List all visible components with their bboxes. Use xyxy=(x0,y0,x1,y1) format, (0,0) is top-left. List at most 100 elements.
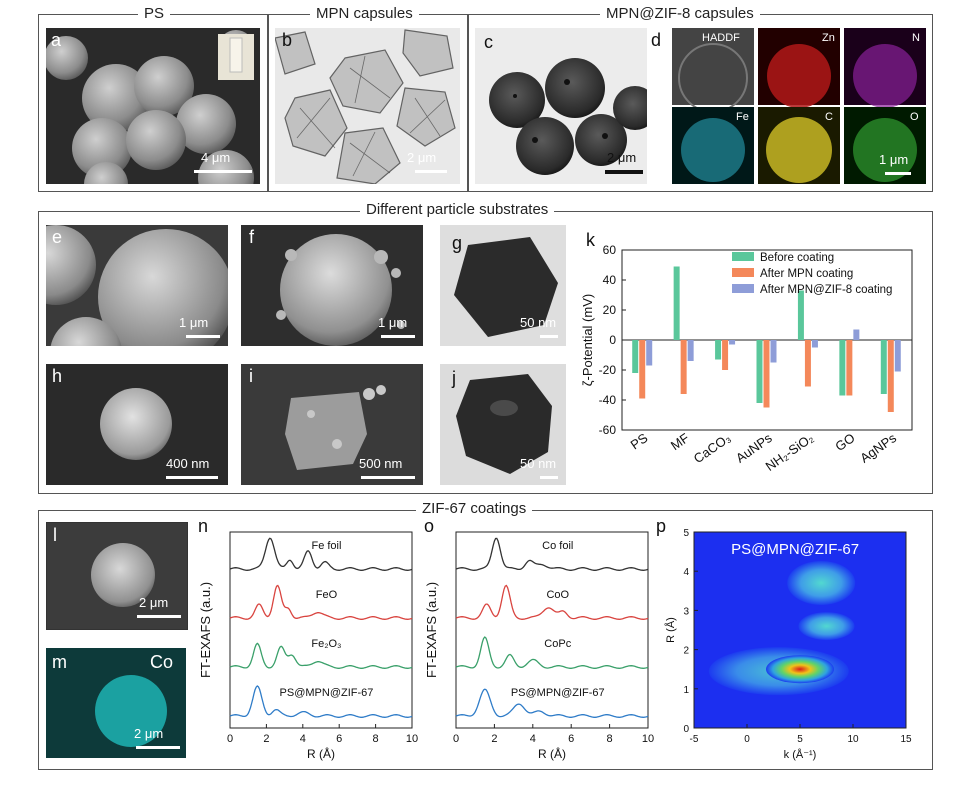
exafs-xtick-label: 8 xyxy=(607,733,613,745)
exafs-xtick-label: 10 xyxy=(406,733,418,745)
exafs-curve-label: Fe foil xyxy=(311,540,341,552)
panel-b-label: b xyxy=(282,30,293,50)
exafs-curve xyxy=(229,642,413,669)
k-bar xyxy=(673,266,680,340)
heatmap-ytick-label: 4 xyxy=(683,567,689,578)
exafs-curve xyxy=(229,584,413,620)
k-bar xyxy=(887,340,894,412)
panel-a-sem-image: a 4 μm xyxy=(46,28,260,184)
panel-b-tem-image: b 2 μm xyxy=(275,28,460,184)
heatmap-ytick-label: 2 xyxy=(683,646,689,657)
exafs-curve-label: Co foil xyxy=(542,540,573,552)
exafs-frame xyxy=(455,531,649,729)
panel-g-graphic xyxy=(440,225,566,346)
heatmap-ytick-label: 5 xyxy=(683,528,689,539)
k-ytick-label: 0 xyxy=(609,333,616,347)
panel-f-sem-image: f 1 μm xyxy=(241,225,423,346)
exafs-curve-label: PS@MPN@ZIF-67 xyxy=(280,687,374,699)
panel-g-tem-image: g 50 nm xyxy=(440,225,566,346)
k-legend-label: After MPN@ZIF-8 coating xyxy=(760,284,892,296)
heatmap-ytick-label: 1 xyxy=(683,685,689,696)
panel-b-graphic xyxy=(275,28,460,184)
k-bar xyxy=(756,340,763,403)
k-bar xyxy=(715,340,722,360)
panel-m-element-label: Co xyxy=(150,652,174,672)
k-bar xyxy=(880,340,887,394)
heatmap-lobe xyxy=(787,560,856,605)
exafs-curve xyxy=(455,584,649,620)
k-ytick-label: -20 xyxy=(599,363,617,377)
fe-exafs-chart: 0 2 4 6 8 10 R (Å) FT-EXAFS (a.u.) Fe foil FeO Fe₂… xyxy=(198,531,418,761)
panel-o-label: o xyxy=(424,516,435,536)
panel-g-scale-label: 50 nm xyxy=(520,315,557,330)
panel-e-scale-label: 1 μm xyxy=(179,315,209,330)
exafs-ylabel: FT-EXAFS (a.u.) xyxy=(198,582,213,678)
panel-p-label: p xyxy=(656,516,667,536)
panel-j-graphic xyxy=(440,364,566,485)
k-bar xyxy=(894,340,901,372)
exafs-curve xyxy=(455,688,649,718)
panel-g-scale-bar xyxy=(540,335,558,338)
k-bar xyxy=(632,340,639,373)
map-label-zn: Zn xyxy=(822,32,835,44)
panel-a-label: a xyxy=(51,30,62,50)
exafs-xtick-label: 6 xyxy=(336,733,342,745)
panel-a-scale-bar xyxy=(194,170,252,173)
panel-h-scale-bar xyxy=(166,476,218,479)
k-legend-label: Before coating xyxy=(760,252,834,264)
exafs-curve xyxy=(455,636,649,669)
k-bar xyxy=(853,329,860,340)
exafs-curve xyxy=(455,537,649,571)
exafs-curve-label: FeO xyxy=(316,589,338,601)
exafs-xtick-label: 6 xyxy=(568,733,574,745)
panel-f-scale-label: 1 μm xyxy=(378,315,408,330)
heatmap-xtick-label: -5 xyxy=(690,734,699,745)
k-bar xyxy=(646,340,653,366)
k-bar xyxy=(680,340,687,394)
panel-l-scale-label: 2 μm xyxy=(139,595,169,610)
heatmap-lobe xyxy=(798,612,855,641)
k-bar xyxy=(763,340,770,408)
k-category-label: GO xyxy=(832,430,857,454)
zeta-potential-bar-chart: 60 40 20 0 -20 -40 -60 ζ-Potential (mV) PS MFCaCO… xyxy=(580,243,913,474)
panel-f-graphic xyxy=(241,225,423,346)
exafs-xtick-label: 2 xyxy=(263,733,269,745)
panel-l-scale-bar xyxy=(137,615,181,618)
exafs-xlabel: R (Å) xyxy=(538,746,566,761)
panel-d-graphic xyxy=(672,28,926,184)
panel-c-scale-label: 2 μm xyxy=(607,150,637,165)
k-bar xyxy=(770,340,777,363)
panel-j-label: j xyxy=(452,368,456,388)
panel-f-label: f xyxy=(249,227,255,247)
k-legend-swatch xyxy=(732,252,754,261)
k-bar xyxy=(811,340,818,348)
k-category-label: AgNPs xyxy=(857,430,899,466)
panel-c-tem-image: c 2 μm xyxy=(475,28,647,184)
section-title-zif8: MPN@ZIF-8 capsules xyxy=(600,5,760,22)
exafs-curve-label: CoO xyxy=(546,589,569,601)
heatmap-xlabel: k (Å⁻¹) xyxy=(784,748,817,761)
map-label-c: C xyxy=(825,111,833,123)
exafs-xtick-label: 10 xyxy=(642,733,654,745)
k-category-label: PS xyxy=(628,430,651,452)
heatmap-ytick-label: 3 xyxy=(683,606,689,617)
panel-a-scale-label: 4 μm xyxy=(201,150,231,165)
exafs-xtick-label: 0 xyxy=(453,733,459,745)
panel-i-label: i xyxy=(249,366,253,386)
panel-b-scale-label: 2 μm xyxy=(407,150,437,165)
exafs-xtick-label: 8 xyxy=(373,733,379,745)
exafs-ylabel: FT-EXAFS (a.u.) xyxy=(424,582,439,678)
panel-m-scale-label: 2 μm xyxy=(134,726,164,741)
map-label-o: O xyxy=(910,111,919,123)
panel-a-graphic xyxy=(46,28,260,184)
panel-i-sem-image: i 500 nm xyxy=(241,364,423,485)
heatmap-ytick-label: 0 xyxy=(683,724,689,735)
map-label-n: N xyxy=(912,32,920,44)
k-ytick-label: 40 xyxy=(603,273,617,287)
panel-i-graphic xyxy=(241,364,423,485)
k-bar xyxy=(797,290,804,340)
panel-d-scale-label: 1 μm xyxy=(879,152,909,167)
heatmap-xtick-label: 5 xyxy=(797,734,803,745)
heatmap-xtick-label: 15 xyxy=(900,734,912,745)
